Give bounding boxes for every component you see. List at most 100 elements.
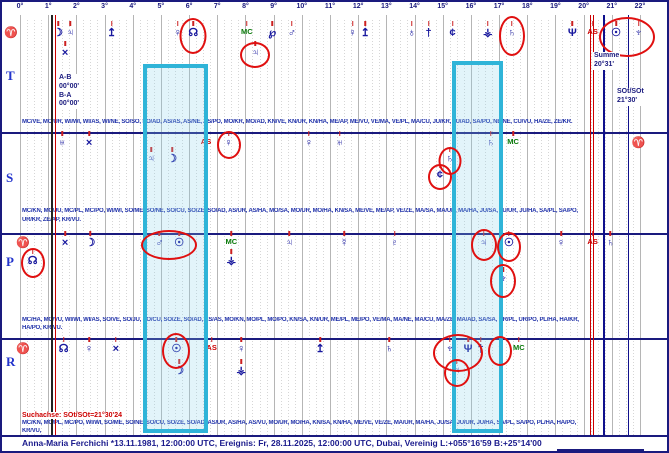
glyph-kronos: †: [425, 27, 432, 39]
sub-gridline: [153, 20, 155, 435]
sub-gridline: [231, 20, 233, 435]
degree-gridline: [329, 15, 331, 435]
sub-gridline: [400, 20, 402, 435]
sub-gridline: [97, 20, 99, 435]
annotation-circle-P-jupiter: [470, 229, 497, 261]
degree-label: 16°: [465, 3, 477, 10]
degree-gridline: [358, 15, 360, 435]
sub-gridline: [351, 20, 353, 435]
sub-gridline: [632, 20, 634, 435]
annotation-circle-S-hades: [427, 164, 452, 190]
sub-gridline: [224, 20, 226, 435]
position-tick: [271, 21, 273, 26]
sub-gridline: [174, 20, 176, 435]
position-tick: [61, 131, 64, 136]
glyph-aries: ♈: [4, 27, 18, 39]
glyph-venus: ♀: [556, 237, 566, 249]
glyph-aries: ♈: [15, 237, 30, 249]
position-tick: [230, 231, 233, 236]
degree-gridline: [583, 15, 585, 435]
sub-gridline: [83, 20, 85, 435]
degree-gridline: [611, 15, 613, 435]
glyph-venus: ♀: [348, 27, 357, 39]
degree-gridline: [386, 15, 388, 435]
glyph-zeus: ↥: [360, 27, 370, 39]
degree-label: 4°: [129, 3, 137, 10]
position-tick: [560, 231, 562, 236]
section-divider-line: [2, 233, 667, 235]
glyph-saturn: ♄: [385, 343, 394, 355]
degree-gridline: [48, 15, 50, 435]
sub-gridline: [139, 20, 141, 435]
sub-gridline: [506, 20, 508, 435]
degree-label: 0°: [16, 3, 24, 10]
glyph-saturn: ♄: [606, 237, 615, 249]
position-tick: [489, 131, 492, 136]
glyph-mc: MC: [225, 237, 238, 246]
as-axis-line-1: [589, 15, 592, 435]
sub-gridline: [118, 20, 120, 435]
sub-gridline: [576, 20, 578, 435]
sub-gridline: [513, 20, 515, 435]
position-tick: [451, 21, 454, 26]
degree-label: 1°: [44, 3, 52, 10]
sub-gridline: [492, 20, 493, 435]
annotation-circle-S-venus: [216, 131, 241, 159]
position-tick: [177, 21, 179, 26]
sub-gridline: [477, 20, 479, 435]
position-tick: [571, 21, 574, 26]
sub-gridline: [379, 20, 381, 435]
midpoint-list-S: UR/KR, ZE/AP, KR/VU.: [22, 217, 81, 223]
position-tick: [388, 337, 390, 342]
glyph-zeus: ↥: [315, 343, 325, 355]
sot-label: SOt/SOt: [617, 88, 644, 95]
position-tick: [110, 21, 113, 26]
glyph-moon: ☽: [85, 237, 96, 249]
sub-gridline: [520, 20, 522, 435]
sub-gridline: [252, 20, 254, 435]
origin-axis-red: [54, 15, 57, 435]
position-tick: [288, 231, 290, 236]
position-tick: [62, 337, 65, 342]
sub-gridline: [372, 20, 374, 435]
glyph-pluto: ♇: [390, 237, 399, 249]
glyph-venus: ♀: [237, 343, 246, 355]
degree-label: 11°: [324, 3, 336, 10]
glyph-jupiter: ♃: [146, 153, 156, 165]
glyph-vulkanus: ⚶: [236, 365, 246, 377]
degree-gridline: [555, 15, 557, 435]
glyph-apollon: ×: [112, 343, 120, 355]
glyph-apollon: ×: [61, 237, 69, 249]
glyph-jupiter: ♃: [66, 27, 75, 39]
degree-label: 12°: [352, 3, 364, 10]
glyph-mc: MC: [241, 27, 253, 36]
degree-label: 14°: [409, 3, 420, 10]
degree-gridline: [104, 15, 106, 435]
glyph-admetos: ♁: [407, 27, 416, 39]
degree-gridline: [245, 15, 247, 435]
sub-gridline: [365, 20, 367, 435]
sub-gridline: [484, 20, 486, 435]
b-a-label: B-A: [59, 91, 72, 99]
position-tick: [57, 21, 59, 26]
glyph-moon: ☽: [174, 365, 185, 377]
annotation-circle-P-neptune: [490, 264, 517, 298]
sot-block: SOt/SOt 21°30': [616, 88, 645, 106]
degree-label: 21°: [606, 3, 618, 10]
position-tick: [64, 231, 66, 236]
sub-gridline: [210, 20, 212, 435]
sub-gridline: [322, 20, 324, 435]
section-divider-line: [2, 338, 667, 340]
glyph-mars: ♂: [287, 27, 297, 39]
sub-gridline: [125, 20, 127, 435]
annotation-circle-T-sun-neptune: [599, 17, 656, 57]
glyph-saturn: ♄: [486, 137, 495, 149]
glyph-zeus: ↥: [106, 27, 117, 39]
sub-gridline: [428, 20, 430, 435]
sub-gridline: [337, 20, 339, 435]
glyph-apollon: ×: [61, 47, 69, 59]
sub-gridline: [27, 20, 29, 435]
glyph-cupido: ℘: [268, 27, 277, 39]
sub-gridline: [435, 20, 437, 435]
degree-label: 9°: [270, 3, 277, 10]
